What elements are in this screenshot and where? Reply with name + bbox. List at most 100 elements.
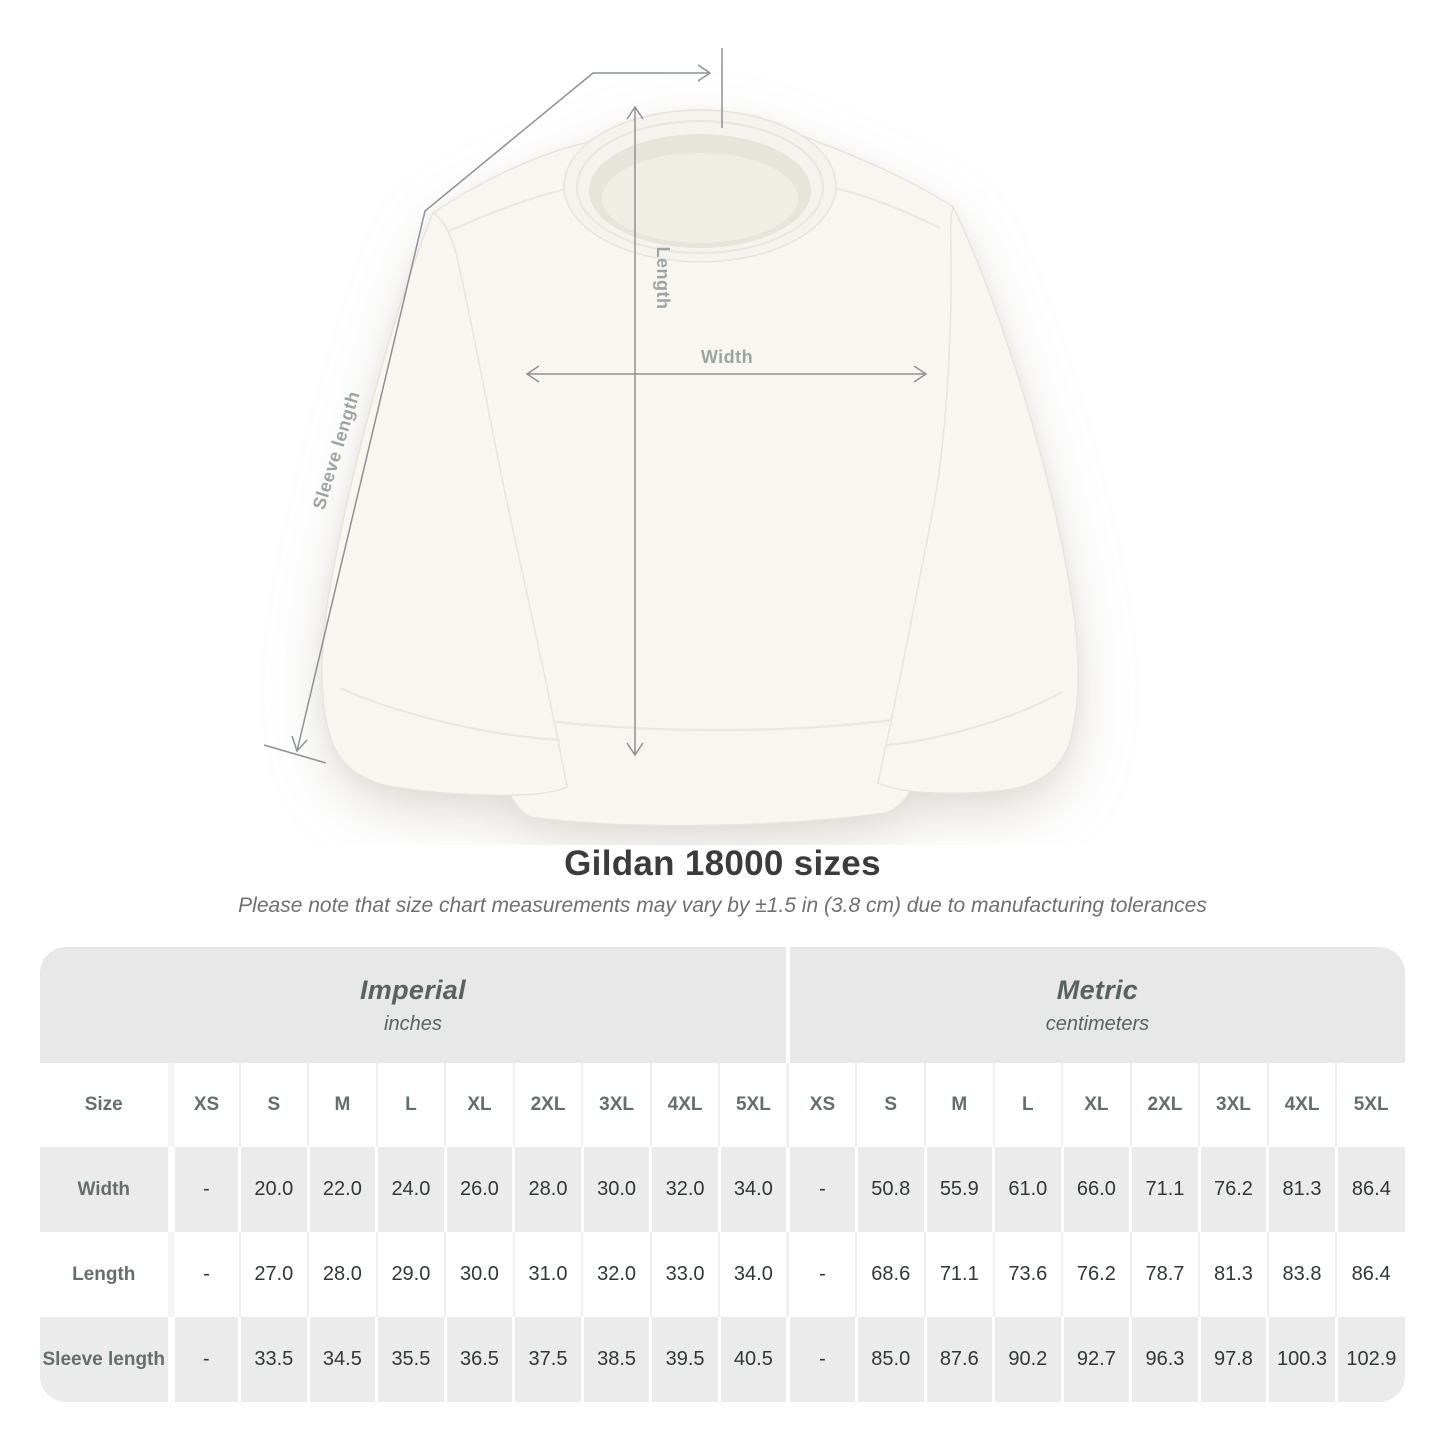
value-cell-imperial: 30.0 <box>444 1232 514 1317</box>
group-header-imperial: Imperial inches <box>40 947 788 1063</box>
value-cell-metric: 71.1 <box>1129 1147 1200 1232</box>
value-cell-metric: 83.8 <box>1266 1232 1337 1317</box>
size-table: Imperial inches Metric centimeters Size XS S M L… <box>40 947 1405 1402</box>
size-header-imperial-s: S <box>238 1063 309 1147</box>
group-unit-label: centimeters <box>1045 1012 1150 1035</box>
value-cell-imperial: - <box>167 1317 240 1402</box>
row-label-width: Width <box>77 1178 131 1200</box>
value-cell-imperial: 33.5 <box>238 1317 309 1402</box>
value-cell-metric: 96.3 <box>1129 1317 1200 1402</box>
width-dimension-line <box>525 365 928 383</box>
left-sleeve <box>321 211 568 797</box>
value-cell-imperial: 35.5 <box>375 1317 446 1402</box>
value-cell-metric: 73.6 <box>992 1232 1063 1317</box>
sleeve-length-dimension-line <box>263 48 723 764</box>
unit-group-row: Imperial inches Metric centimeters <box>40 947 1405 1063</box>
size-header-imperial-xs: XS <box>167 1063 240 1147</box>
value-cell-imperial: 28.0 <box>307 1232 377 1317</box>
tolerance-note: Please note that size chart measurements… <box>238 894 1207 917</box>
size-header-metric-3xl: 3XL <box>1198 1063 1268 1147</box>
value-cell-metric: 78.7 <box>1129 1232 1200 1317</box>
value-cell-imperial: 24.0 <box>375 1147 446 1232</box>
value-cell-metric: 87.6 <box>923 1317 994 1402</box>
length-dimension-line <box>626 105 644 757</box>
dimension-lines <box>263 48 928 764</box>
size-header-imperial-xl: XL <box>444 1063 514 1147</box>
value-cell-imperial: 29.0 <box>375 1232 446 1317</box>
size-header-imperial-3xl: 3XL <box>581 1063 651 1147</box>
row-label-sleeve-length: Sleeve length <box>42 1348 166 1370</box>
value-cell-imperial: 20.0 <box>238 1147 309 1232</box>
value-cell-metric: 86.4 <box>1335 1232 1405 1317</box>
size-header-metric-s: S <box>855 1063 926 1147</box>
value-cell-metric: 71.1 <box>924 1232 994 1317</box>
value-cell-metric: 81.3 <box>1198 1232 1268 1317</box>
arrow-left-icon <box>525 365 540 383</box>
value-cell-imperial: 31.0 <box>512 1232 583 1317</box>
value-cell-metric: 50.8 <box>854 1147 926 1232</box>
value-cell-metric: 76.2 <box>1061 1232 1131 1317</box>
arrow-right-icon <box>913 365 928 383</box>
value-cell-metric: 90.2 <box>992 1317 1063 1402</box>
value-cell-imperial: 34.0 <box>717 1147 788 1232</box>
size-header-imperial-2xl: 2XL <box>512 1063 583 1147</box>
right-sleeve <box>877 205 1079 795</box>
size-header-metric-4xl: 4XL <box>1266 1063 1337 1147</box>
value-cell-metric: 81.3 <box>1266 1147 1337 1232</box>
size-header-metric-l: L <box>992 1063 1063 1147</box>
size-header-metric-5xl: 5XL <box>1335 1063 1405 1147</box>
table-row: Width -20.0 22.0 24.0 26.0 28.0 30.0 32.0 34.0-5… <box>40 1147 1405 1232</box>
left-cuff-seam <box>339 687 561 741</box>
value-cell-imperial: - <box>167 1232 240 1317</box>
value-cell-imperial: 36.5 <box>443 1317 514 1402</box>
value-cell-metric: 86.4 <box>1334 1147 1405 1232</box>
value-cell-metric: 100.3 <box>1266 1317 1337 1402</box>
right-cuff-seam <box>885 691 1063 746</box>
size-header-row: Size XS S M L XL 2XL 3XL 4XL 5XL XS S M L XL 2XL 3XL 4XL 5… <box>40 1063 1405 1147</box>
arrow-up-icon <box>626 105 644 120</box>
value-cell-imperial: 22.0 <box>306 1147 377 1232</box>
size-column-header: Size <box>84 1094 123 1115</box>
value-cell-imperial: 26.0 <box>443 1147 514 1232</box>
left-shoulder-seam <box>446 187 573 233</box>
value-cell-imperial: 33.0 <box>649 1232 720 1317</box>
table-head: Imperial inches Metric centimeters Size XS S M L… <box>40 947 1405 1147</box>
value-cell-metric: 102.9 <box>1334 1317 1405 1402</box>
table-row: Length -27.0 28.0 29.0 30.0 31.0 32.0 33.0 34.0-… <box>40 1232 1405 1317</box>
value-cell-metric: 61.0 <box>992 1147 1063 1232</box>
size-header-imperial-5xl: 5XL <box>718 1063 788 1147</box>
collar-seam <box>576 120 824 254</box>
value-cell-imperial: 34.0 <box>718 1232 788 1317</box>
value-cell-metric: 55.9 <box>923 1147 994 1232</box>
value-cell-metric: - <box>786 1232 857 1317</box>
group-unit-label: inches <box>384 1012 442 1035</box>
value-cell-metric: 66.0 <box>1060 1147 1131 1232</box>
value-cell-metric: - <box>785 1147 857 1232</box>
value-cell-metric: 76.2 <box>1197 1147 1268 1232</box>
value-cell-imperial: 28.0 <box>512 1147 583 1232</box>
value-cell-imperial: 30.0 <box>580 1147 651 1232</box>
value-cell-imperial: 32.0 <box>649 1147 720 1232</box>
size-header-metric-xl: XL <box>1061 1063 1131 1147</box>
value-cell-imperial: 40.5 <box>717 1317 788 1402</box>
group-header-metric: Metric centimeters <box>785 947 1405 1063</box>
product-figure: Length Width Sleeve length <box>263 48 1079 827</box>
collar-inner-back <box>602 153 798 243</box>
arrow-cuff-icon <box>291 735 308 753</box>
value-cell-imperial: 34.5 <box>306 1317 377 1402</box>
value-cell-imperial: 32.0 <box>581 1232 651 1317</box>
length-label: Length <box>653 247 673 310</box>
value-cell-metric: 85.0 <box>854 1317 926 1402</box>
value-cell-imperial: 39.5 <box>649 1317 720 1402</box>
size-header-imperial-4xl: 4XL <box>649 1063 720 1147</box>
table-row: Sleeve length -33.5 34.5 35.5 36.5 37.5 38.5 39… <box>40 1317 1405 1402</box>
value-cell-imperial: 37.5 <box>512 1317 583 1402</box>
size-header-metric-m: M <box>924 1063 994 1147</box>
size-header-metric-xs: XS <box>786 1063 857 1147</box>
value-cell-metric: 68.6 <box>855 1232 926 1317</box>
size-table-wrap: Imperial inches Metric centimeters Size XS S M L… <box>40 947 1405 1402</box>
cuff-extension-tick <box>263 744 327 764</box>
value-cell-imperial: 38.5 <box>580 1317 651 1402</box>
row-label-length: Length <box>72 1263 136 1285</box>
